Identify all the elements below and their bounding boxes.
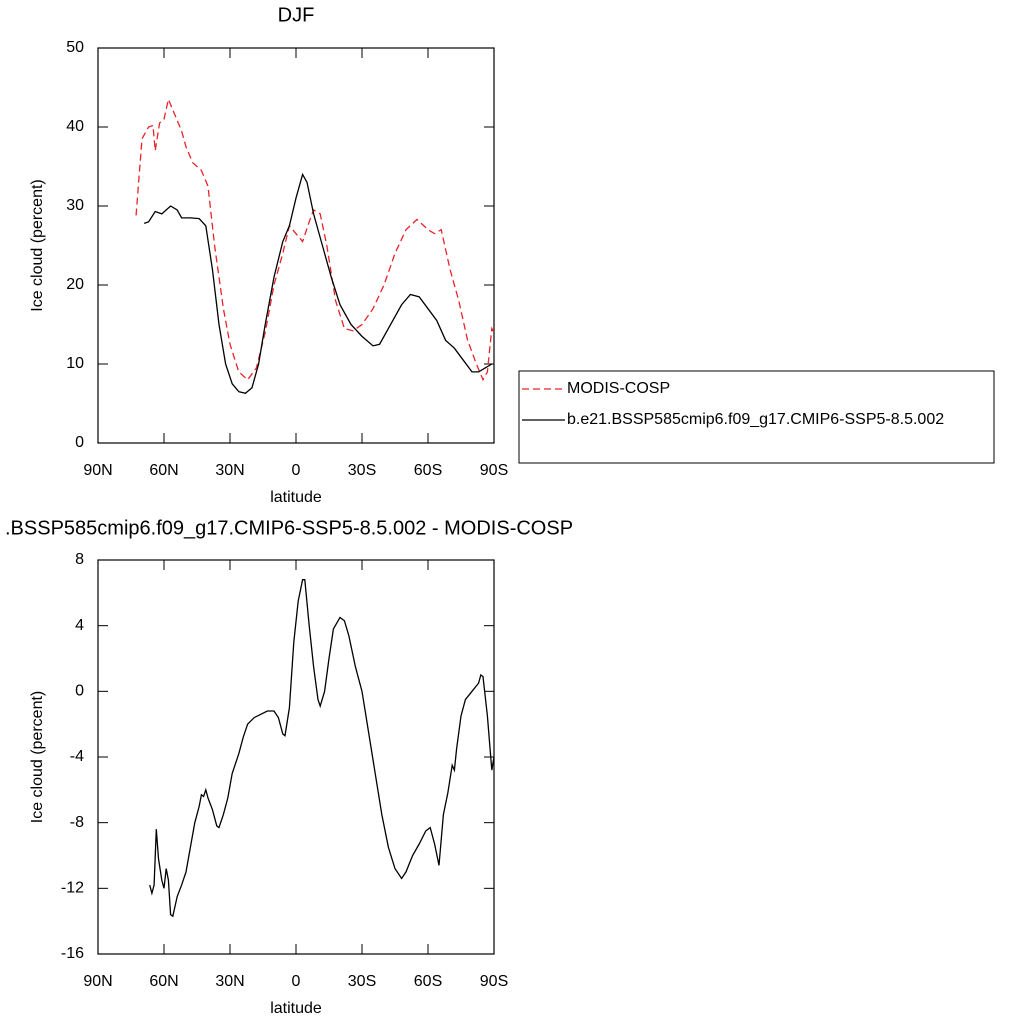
y-tick-label: 4 (75, 617, 84, 634)
x-tick-label: 30S (348, 973, 376, 990)
y-tick-label: 40 (66, 118, 84, 135)
y-tick-label: 8 (75, 551, 84, 568)
y-tick-label: -8 (70, 814, 84, 831)
x-tick-label: 30N (215, 462, 244, 479)
x-tick-label: 90N (83, 973, 112, 990)
chart-title: DJF (278, 4, 315, 26)
legend-label: b.e21.BSSP585cmip6.f09_g17.CMIP6-SSP5-8.… (567, 411, 944, 428)
series-line (143, 172, 493, 394)
y-axis-label: Ice cloud (percent) (29, 179, 46, 312)
x-tick-label: 60N (149, 973, 178, 990)
y-tick-label: 0 (75, 434, 84, 451)
x-tick-label: 30N (215, 973, 244, 990)
x-tick-label: 90S (480, 973, 508, 990)
legend-box (518, 370, 995, 464)
chart-title: .BSSP585cmip6.f09_g17.CMIP6-SSP5-8.5.002… (5, 517, 573, 539)
x-axis-label: latitude (270, 1000, 322, 1017)
x-tick-label: 60S (414, 973, 442, 990)
x-tick-label: 0 (292, 973, 301, 990)
x-tick-label: 60S (414, 462, 442, 479)
x-tick-label: 90S (480, 462, 508, 479)
x-tick-label: 60N (149, 462, 178, 479)
plot-frame (97, 47, 495, 444)
y-tick-label: 0 (75, 683, 84, 700)
y-tick-label: 10 (66, 355, 84, 372)
y-tick-label: -4 (70, 748, 84, 765)
x-axis-label: latitude (270, 489, 322, 506)
x-tick-label: 0 (292, 462, 301, 479)
y-tick-label: -16 (61, 945, 84, 962)
legend-label: MODIS-COSP (567, 380, 670, 397)
x-tick-label: 30S (348, 462, 376, 479)
x-tick-label: 90N (83, 462, 112, 479)
y-tick-label: 20 (66, 276, 84, 293)
series-line (149, 579, 495, 918)
y-tick-label: 50 (66, 39, 84, 56)
y-tick-label: -12 (61, 880, 84, 897)
series-line (135, 97, 495, 382)
y-axis-label: Ice cloud (percent) (29, 691, 46, 824)
y-tick-label: 30 (66, 197, 84, 214)
